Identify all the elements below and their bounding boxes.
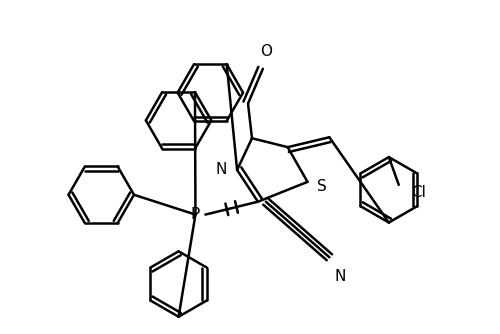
Text: P: P [191,207,200,222]
Text: N: N [216,162,227,177]
Text: N: N [334,269,345,284]
Text: O: O [260,44,272,59]
Text: Cl: Cl [410,185,426,200]
Text: S: S [318,179,327,194]
